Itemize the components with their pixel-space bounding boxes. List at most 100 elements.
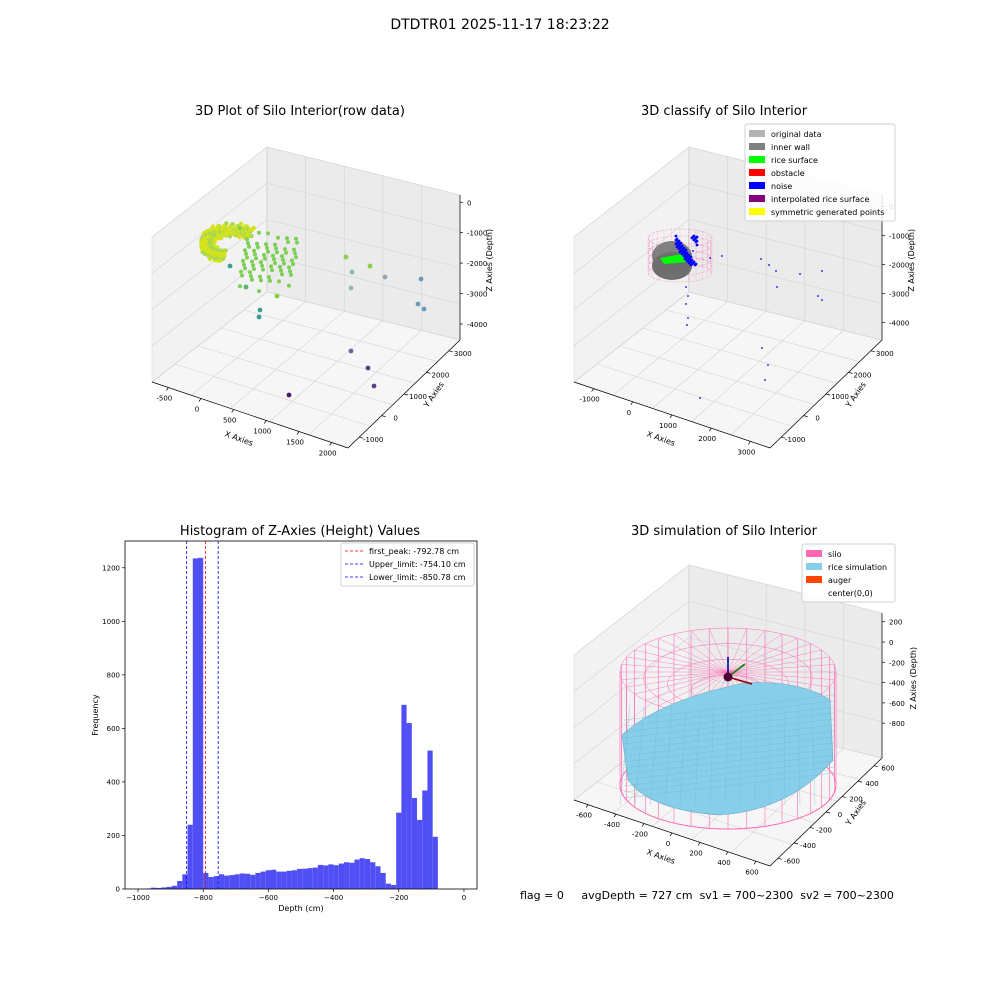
raw3d-point	[275, 250, 279, 255]
sim3d-y-tick-label: 0	[838, 811, 842, 819]
classify3d-y-tick-label: 3000	[876, 350, 894, 358]
classify3d-grid-y	[665, 309, 860, 362]
sim3d-grid-z-back	[688, 637, 883, 686]
raw3d-grid-y	[197, 345, 393, 406]
classify3d-noise-point	[685, 303, 687, 305]
classify3d-silo-ring	[647, 235, 713, 255]
histogram-frame	[124, 540, 478, 890]
raw3d-x-tick-label: 1000	[253, 428, 271, 436]
raw3d-point	[295, 240, 299, 245]
classify3d-noise-point	[761, 347, 763, 349]
histogram-y-tick-label: 200	[107, 832, 120, 840]
classify3d-grid-x	[691, 320, 805, 422]
classify3d-noise-point	[693, 263, 697, 267]
sim3d-legend-label: rice simulation	[828, 563, 887, 572]
histogram-x-tick-label: 0	[462, 894, 466, 902]
classify3d-noise-point	[767, 364, 769, 366]
histogram-bar	[229, 875, 235, 889]
sim3d-silo-front	[619, 784, 837, 830]
raw3d-point	[287, 265, 291, 270]
sim3d-x-tick	[641, 823, 645, 827]
histogram-bar	[260, 871, 266, 889]
classify3d-noise-point	[776, 286, 778, 288]
classify3d-grid-y	[642, 327, 838, 384]
raw3d-point	[348, 285, 354, 291]
sim3d-rice-mesh	[623, 736, 835, 763]
raw3d-point	[269, 264, 273, 269]
histogram-bar	[239, 873, 245, 889]
histogram-bar	[401, 704, 407, 889]
raw3d-point	[286, 240, 290, 244]
classify3d-legend-label: obstacle	[771, 169, 805, 178]
sim3d-silo-spoke	[727, 628, 747, 673]
raw3d-point	[365, 365, 371, 371]
raw3d-xlabel: X Axies	[223, 429, 254, 448]
histogram-bar	[307, 868, 313, 889]
footer-stats: flag = 0 avgDepth = 727 cm sv1 = 700~230…	[520, 889, 894, 902]
raw3d-grid-z-back	[266, 219, 461, 268]
raw3d-point	[210, 224, 216, 229]
raw3d-point	[292, 247, 296, 252]
raw3d-point	[277, 279, 281, 284]
sim3d-rice-mesh	[783, 708, 786, 806]
sim3d-rice-mesh	[679, 706, 687, 806]
raw3d-point	[249, 274, 253, 279]
histogram-bars	[145, 557, 438, 889]
raw3d-grid-x	[269, 320, 383, 422]
sim3d-x-tick	[613, 813, 617, 818]
raw3d-point	[289, 272, 293, 277]
raw3d-point	[283, 247, 287, 252]
classify3d-x-tick-label: 2000	[698, 435, 716, 443]
raw3d-point	[248, 270, 252, 275]
sim3d-x-tick-label: 0	[666, 840, 670, 848]
raw3d-point	[415, 301, 421, 307]
sim3d-silo-spoke	[634, 671, 729, 695]
raw3d-y-tick	[381, 415, 386, 417]
sim3d-grid-z-left	[573, 601, 690, 692]
raw3d-y-tick	[448, 350, 453, 353]
sim3d-z-tick-label: -200	[889, 659, 905, 667]
histogram-bar	[411, 797, 418, 889]
raw3d-point	[270, 268, 274, 273]
classify3d-legend-swatch	[749, 182, 765, 189]
raw3d-point	[282, 261, 286, 266]
classify3d-grid-x	[652, 310, 767, 409]
classify3d-y-tick	[781, 436, 786, 439]
classify3d-y-tick	[803, 415, 808, 417]
classify3d-noise-point	[690, 236, 694, 240]
histogram-bar	[323, 865, 329, 889]
raw3d-z-tick-label: -3000	[467, 291, 487, 299]
histogram-bar	[151, 887, 157, 889]
classify3d-z-tick-label: -1000	[889, 233, 909, 241]
classify3d-x-tick	[630, 401, 634, 405]
raw3d-point	[246, 241, 250, 246]
classify3d-noise-point	[674, 242, 678, 246]
raw3d-point	[281, 257, 285, 262]
sim3d-z-tick-label: 0	[889, 639, 893, 647]
raw3d-point	[257, 289, 261, 294]
histogram-bar	[427, 750, 433, 889]
classify3d-legend-label: symmetric generated points	[771, 208, 884, 217]
raw3d-point	[241, 258, 245, 263]
classify3d-legend-label: original data	[771, 130, 822, 139]
raw3d-point	[206, 253, 211, 258]
histogram-bar	[338, 863, 345, 889]
raw3d-point	[240, 273, 244, 278]
raw3d-x-tick	[296, 431, 300, 435]
classify3d-noise-point	[799, 273, 801, 275]
classify3d-grid-y	[596, 363, 793, 427]
sv2-text: sv2 = 700~2300	[800, 889, 894, 902]
raw3d-point	[250, 259, 254, 264]
classify3d-grid-z-left	[573, 146, 690, 238]
histogram-bar	[406, 723, 412, 889]
sim3d-silo-spoke	[634, 649, 729, 673]
raw3d-point	[274, 246, 278, 251]
raw3d-point	[207, 256, 213, 262]
raw3d-point	[265, 245, 269, 250]
histogram-bar	[171, 885, 178, 889]
sim3d-rice-mesh	[623, 712, 835, 739]
histogram-bar	[359, 858, 365, 889]
sim3d-rice-mesh	[623, 760, 835, 787]
histogram-bar	[203, 872, 209, 889]
classify3d-x-tick	[708, 428, 712, 432]
